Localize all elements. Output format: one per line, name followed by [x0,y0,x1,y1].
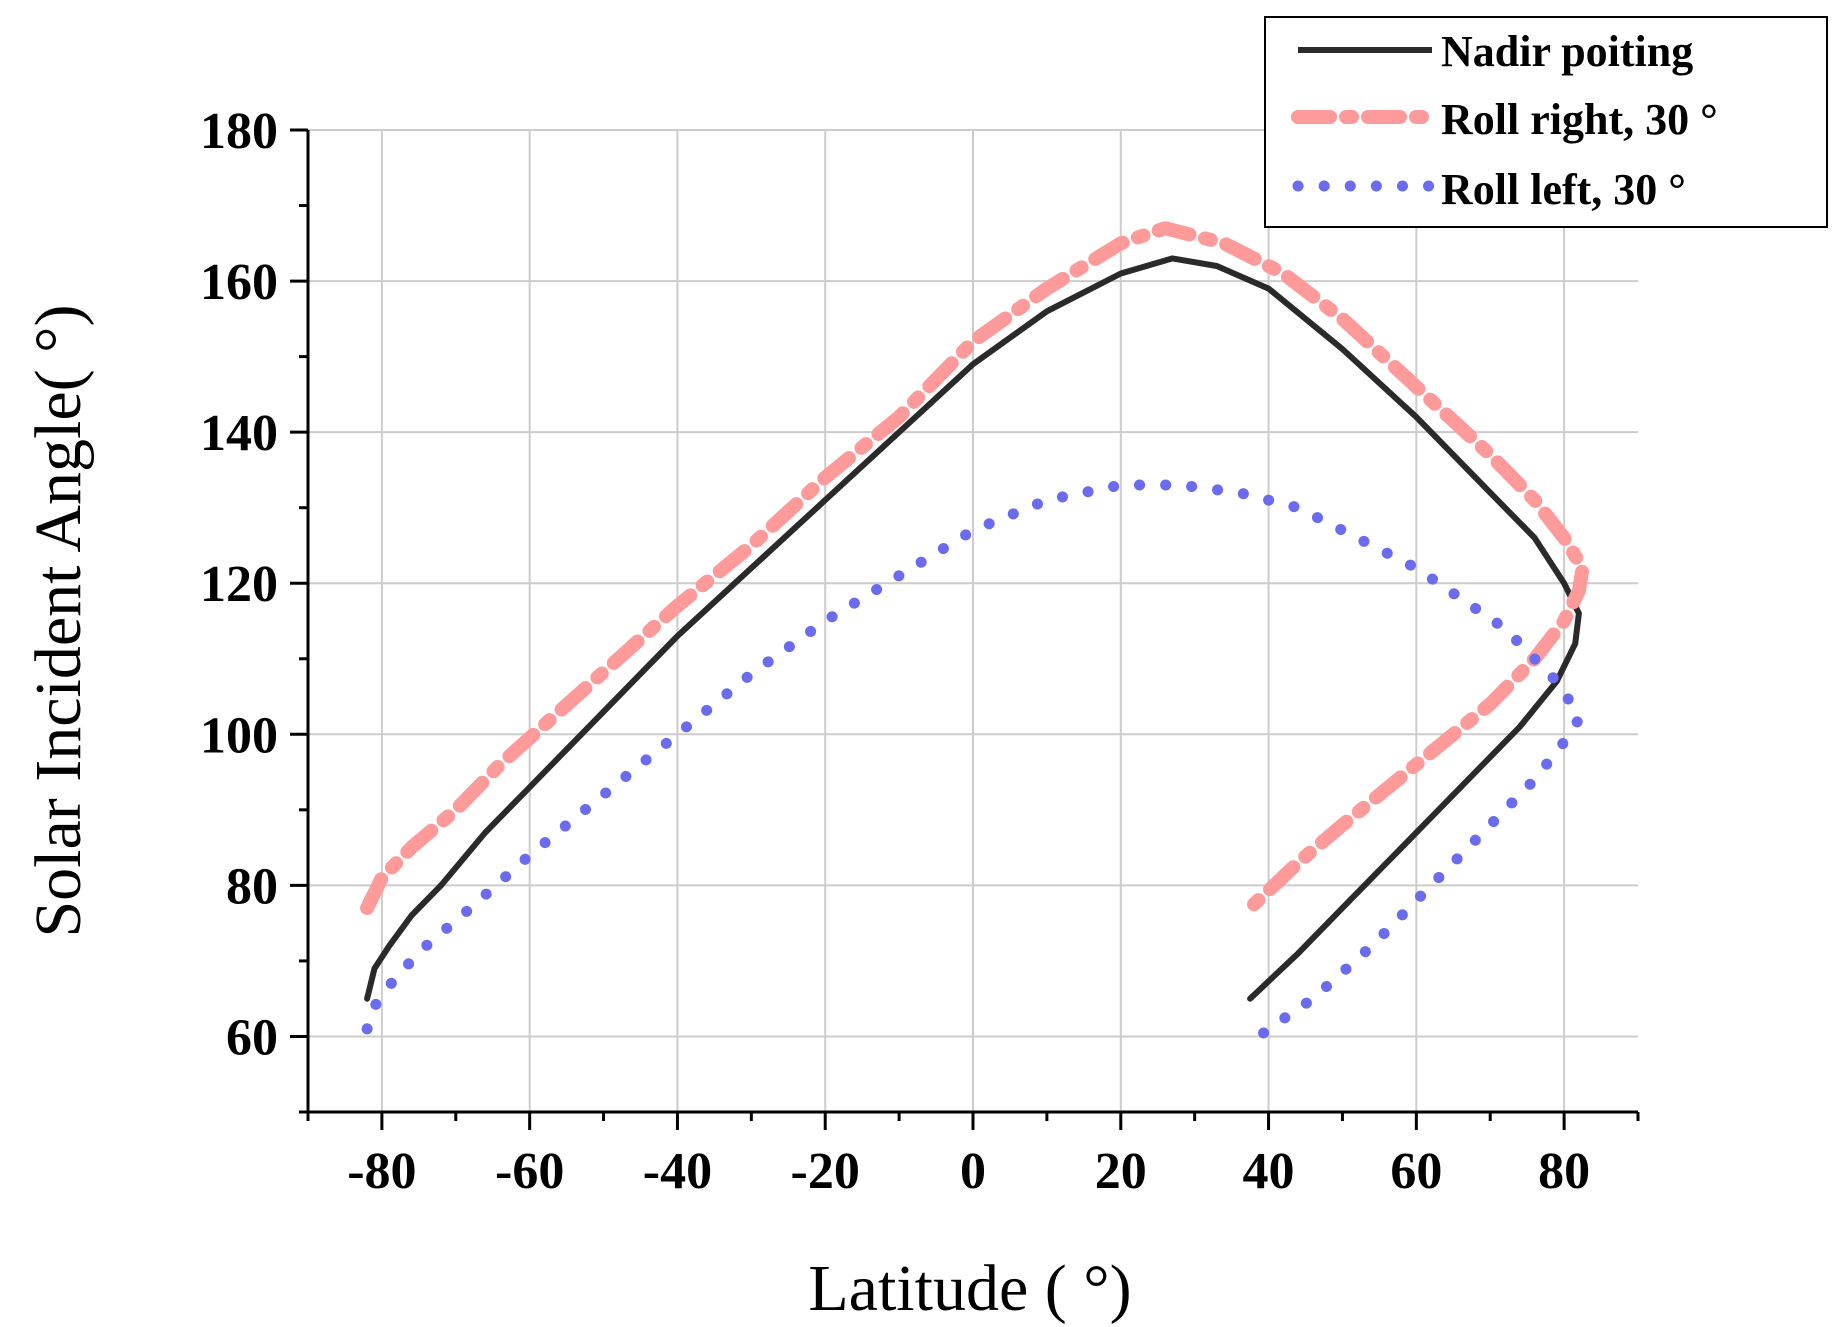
y-tick-label: 80 [226,858,278,915]
grid [308,129,1638,1112]
ticks: -80 -60 -40 -20 0 20 40 60 80 60 80 100 120 140 160 180 [200,103,1640,1200]
series-layer [360,221,1590,1050]
legend-label-roll-left: Roll left, 30 ° [1441,165,1686,214]
x-tick-label: 40 [1243,1143,1295,1200]
x-tick-label: -20 [791,1143,860,1200]
x-tick-label: 60 [1390,1143,1442,1200]
series-line-0 [364,255,1582,1002]
x-tick-label: 0 [960,1143,986,1200]
y-tick-label: 160 [200,254,278,311]
legend-label-roll-right: Roll right, 30 ° [1441,95,1718,144]
x-tick-label: -40 [643,1143,712,1200]
y-axis-title: Solar Incident Angle( °) [22,304,95,937]
y-tick-label: 140 [200,405,278,462]
y-tick-label: 180 [200,103,278,160]
series-line-1 [360,221,1590,915]
x-axis-title: Latitude ( °) [808,1252,1131,1325]
legend-label-nadir: Nadir poiting [1441,27,1693,76]
y-tick-label: 120 [200,556,278,613]
y-tick-label: 60 [226,1009,278,1066]
x-tick-label: 80 [1538,1143,1590,1200]
x-tick-label: -60 [495,1143,564,1200]
x-tick-label: -80 [347,1143,416,1200]
legend: Nadir poiting Roll right, 30 ° Roll left… [1264,16,1828,228]
y-tick-label: 100 [200,707,278,764]
x-tick-label: 20 [1095,1143,1147,1200]
series-line-2 [361,479,1585,1050]
